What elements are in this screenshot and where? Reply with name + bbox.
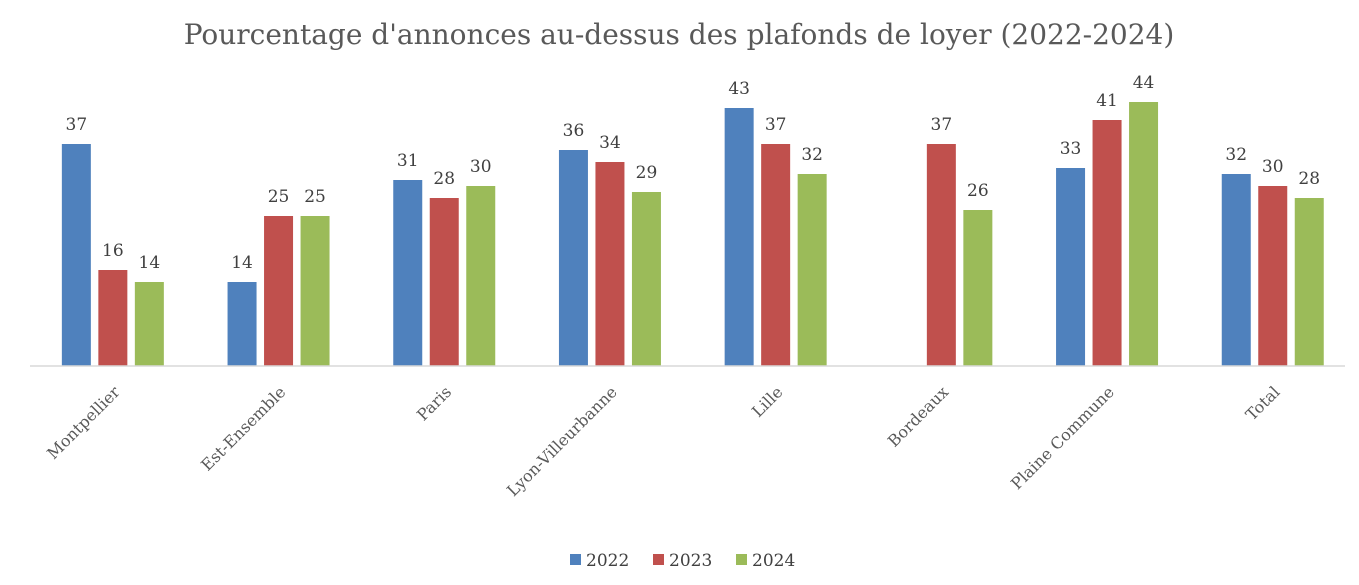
legend-label-2023: 2023 (669, 551, 712, 571)
data-label-plaine-commune-2024: 44 (1133, 73, 1155, 93)
data-label-montpellier-2022: 37 (66, 115, 88, 135)
bar-lille-2024 (797, 174, 827, 366)
bar-bordeaux-2023 (926, 144, 956, 366)
data-label-lyon-villeurbanne-2024: 29 (636, 163, 658, 183)
x-tick-label-lille: Lille (748, 382, 787, 421)
bar-montpellier-2022 (61, 144, 91, 366)
data-label-paris-2024: 30 (470, 157, 492, 177)
data-label-plaine-commune-2022: 33 (1060, 139, 1082, 159)
legend-swatch-2023 (653, 554, 664, 565)
x-axis-tick-labels: Montpellier Est-Ensemble Paris Lyon-Villeur… (43, 382, 1283, 500)
bar-plaine-commune-2024 (1129, 102, 1159, 366)
bar-paris-2023 (429, 198, 459, 366)
bar-bordeaux-2024 (963, 210, 993, 366)
x-tick-label-paris: Paris (413, 382, 455, 424)
data-label-lyon-villeurbanne-2022: 36 (563, 121, 585, 141)
data-label-lille-2024: 32 (801, 145, 823, 165)
legend-label-2022: 2022 (586, 551, 629, 571)
bar-plaine-commune-2022 (1056, 168, 1086, 366)
chart-title: Pourcentage d'annonces au-dessus des pla… (184, 18, 1175, 51)
legend: 2022 2023 2024 (570, 551, 795, 571)
data-label-est-ensemble-2024: 25 (304, 187, 326, 207)
x-tick-label-montpellier: Montpellier (43, 382, 124, 463)
bar-montpellier-2024 (134, 282, 164, 366)
bar-est-ensemble-2023 (264, 216, 294, 366)
plot-area: 37 16 14 14 25 25 31 28 30 36 34 29 43 37 32 37 26 33 41 44… (61, 73, 1324, 366)
data-label-est-ensemble-2023: 25 (268, 187, 290, 207)
data-label-plaine-commune-2023: 41 (1096, 91, 1118, 111)
bar-total-2023 (1258, 186, 1288, 366)
data-label-montpellier-2024: 14 (139, 253, 161, 273)
bar-est-ensemble-2022 (227, 282, 257, 366)
data-label-lille-2023: 37 (765, 115, 787, 135)
data-label-paris-2023: 28 (433, 169, 455, 189)
x-tick-label-est-ensemble: Est-Ensemble (197, 382, 289, 474)
bar-lyon-villeurbanne-2024 (631, 192, 661, 366)
data-label-total-2022: 32 (1225, 145, 1247, 165)
data-label-est-ensemble-2022: 14 (231, 253, 253, 273)
data-label-montpellier-2023: 16 (102, 241, 124, 261)
data-label-lyon-villeurbanne-2023: 34 (599, 133, 621, 153)
x-tick-label-lyon-villeurbanne: Lyon-Villeurbanne (503, 382, 621, 500)
bar-lille-2022 (724, 108, 754, 366)
bar-paris-2024 (466, 186, 496, 366)
legend-swatch-2024 (736, 554, 747, 565)
data-label-lille-2022: 43 (728, 79, 750, 99)
legend-label-2024: 2024 (752, 551, 795, 571)
x-tick-label-plaine-commune: Plaine Commune (1007, 382, 1118, 493)
data-label-total-2023: 30 (1262, 157, 1284, 177)
data-label-bordeaux-2023: 37 (931, 115, 953, 135)
bar-paris-2022 (393, 180, 423, 366)
bar-total-2024 (1294, 198, 1324, 366)
bar-est-ensemble-2024 (300, 216, 330, 366)
bar-lyon-villeurbanne-2022 (558, 150, 588, 366)
bar-lyon-villeurbanne-2023 (595, 162, 625, 366)
data-label-total-2024: 28 (1298, 169, 1320, 189)
x-tick-label-total: Total (1242, 382, 1284, 424)
bar-lille-2023 (761, 144, 791, 366)
x-tick-label-bordeaux: Bordeaux (884, 382, 952, 450)
legend-swatch-2022 (570, 554, 581, 565)
bar-montpellier-2023 (98, 270, 128, 366)
data-label-paris-2022: 31 (397, 151, 419, 171)
bar-total-2022 (1221, 174, 1251, 366)
data-label-bordeaux-2024: 26 (967, 181, 989, 201)
bar-plaine-commune-2023 (1092, 120, 1122, 366)
